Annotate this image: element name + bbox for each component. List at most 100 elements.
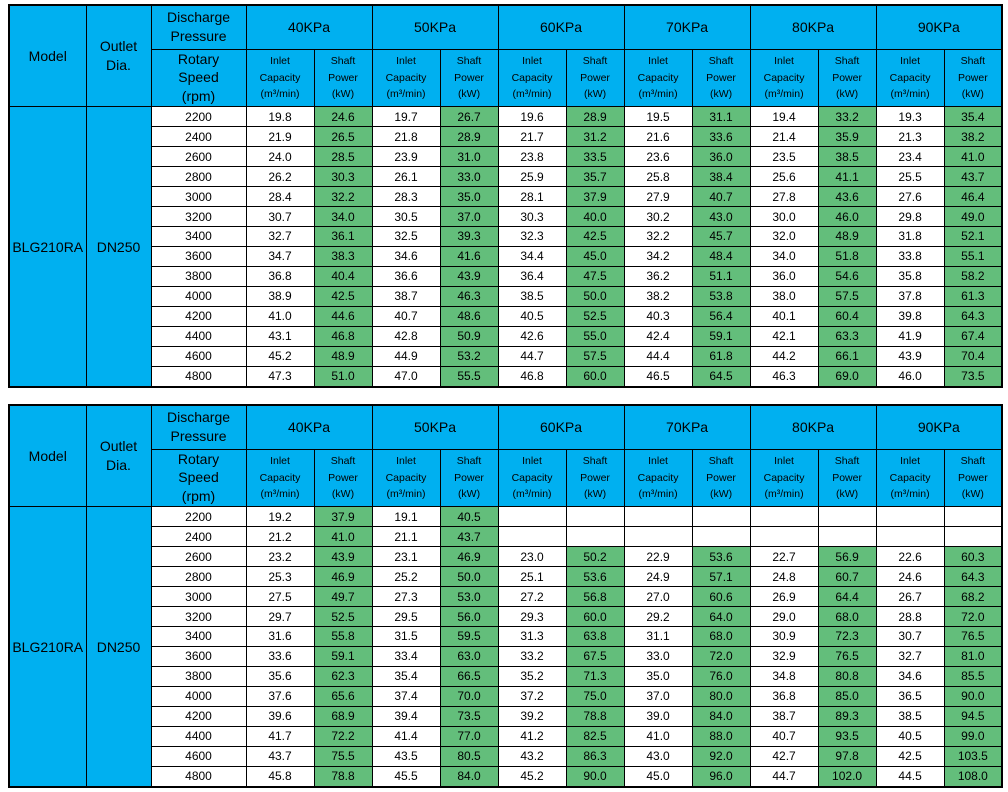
shaft-power-cell: 63.0 — [439, 645, 499, 667]
inlet-capacity-cell: 45.2 — [245, 345, 315, 367]
shaft-power-cell: 61.8 — [691, 345, 751, 367]
shaft-power-cell: 35.9 — [817, 126, 877, 148]
shaft-power-cell: 46.0 — [817, 206, 877, 227]
shaft-power-header: Shaft Power (kW) — [817, 48, 877, 108]
shaft-power-cell: 59.1 — [313, 645, 373, 667]
inlet-capacity-cell: 19.6 — [497, 106, 567, 128]
shaft-power-cell: 72.0 — [943, 606, 1003, 627]
rpm-cell: 3000 — [150, 586, 247, 608]
shaft-power-cell: 63.8 — [565, 625, 625, 647]
inlet-capacity-cell: 31.5 — [371, 625, 441, 647]
rpm-cell: 2600 — [150, 146, 247, 168]
rpm-cell: 3600 — [150, 245, 247, 267]
discharge-pressure-header: Discharge Pressure — [150, 404, 247, 450]
inlet-capacity-cell: 26.1 — [371, 166, 441, 188]
inlet-capacity-cell: 19.4 — [749, 106, 819, 128]
shaft-power-cell: 46.9 — [439, 546, 499, 568]
rpm-cell: 3200 — [150, 206, 247, 227]
inlet-capacity-cell: 27.9 — [623, 186, 693, 208]
inlet-capacity-cell: 23.6 — [623, 146, 693, 168]
shaft-power-header: Shaft Power (kW) — [565, 448, 625, 508]
rpm-cell: 2800 — [150, 166, 247, 188]
inlet-capacity-cell: 24.0 — [245, 146, 315, 168]
inlet-capacity-cell: 38.7 — [371, 285, 441, 307]
model-cell: BLG210RA — [8, 506, 87, 788]
inlet-capacity-cell: 46.8 — [497, 365, 567, 388]
rpm-cell: 3600 — [150, 645, 247, 667]
discharge-pressure-header: Discharge Pressure — [150, 4, 247, 50]
inlet-capacity-cell: 43.1 — [245, 325, 315, 347]
shaft-power-cell: 45.7 — [691, 225, 751, 247]
shaft-power-cell: 53.0 — [439, 586, 499, 608]
outlet-dia-header: Outlet Dia. — [85, 4, 152, 108]
shaft-power-header: Shaft Power (kW) — [313, 448, 373, 508]
inlet-capacity-cell: 25.1 — [497, 566, 567, 588]
inlet-capacity-cell: 29.8 — [875, 206, 945, 227]
inlet-capacity-header: Inlet Capacity (m³/min) — [497, 448, 567, 508]
rpm-cell: 2200 — [150, 106, 247, 128]
shaft-power-cell: 64.3 — [943, 305, 1003, 327]
shaft-power-cell: 97.8 — [817, 745, 877, 767]
inlet-capacity-cell: 42.8 — [371, 325, 441, 347]
shaft-power-header: Shaft Power (kW) — [817, 448, 877, 508]
inlet-capacity-cell: 34.7 — [245, 245, 315, 267]
inlet-capacity-cell: 30.0 — [749, 206, 819, 227]
inlet-capacity-cell: 36.4 — [497, 265, 567, 287]
inlet-capacity-cell: 40.5 — [875, 725, 945, 747]
shaft-power-cell: 38.5 — [817, 146, 877, 168]
inlet-capacity-cell: 36.2 — [623, 265, 693, 287]
inlet-capacity-cell: 41.7 — [245, 725, 315, 747]
shaft-power-cell: 43.9 — [439, 265, 499, 287]
inlet-capacity-cell: 23.2 — [245, 546, 315, 568]
rpm-cell: 3800 — [150, 665, 247, 687]
inlet-capacity-cell: 30.9 — [749, 625, 819, 647]
inlet-capacity-cell: 35.8 — [875, 265, 945, 287]
shaft-power-cell: 67.5 — [565, 645, 625, 667]
inlet-capacity-cell: 19.1 — [371, 506, 441, 528]
shaft-power-cell: 81.0 — [943, 645, 1003, 667]
inlet-capacity-cell: 23.9 — [371, 146, 441, 168]
shaft-power-cell: 56.8 — [565, 586, 625, 608]
inlet-capacity-cell: 28.1 — [497, 186, 567, 208]
shaft-power-cell: 76.0 — [691, 665, 751, 687]
shaft-power-cell: 48.4 — [691, 245, 751, 267]
empty-cell — [623, 526, 693, 548]
inlet-capacity-cell: 39.0 — [623, 705, 693, 727]
shaft-power-cell: 41.0 — [943, 146, 1003, 168]
inlet-capacity-cell: 24.6 — [875, 566, 945, 588]
inlet-capacity-cell: 30.7 — [245, 206, 315, 227]
shaft-power-cell: 53.8 — [691, 285, 751, 307]
shaft-power-cell: 60.4 — [817, 305, 877, 327]
rpm-cell: 4200 — [150, 705, 247, 727]
shaft-power-header: Shaft Power (kW) — [943, 448, 1003, 508]
outlet-dia-cell: DN250 — [85, 506, 152, 788]
empty-cell — [565, 506, 625, 528]
shaft-power-cell: 43.7 — [943, 166, 1003, 188]
shaft-power-cell: 78.8 — [565, 705, 625, 727]
outlet-dia-header: Outlet Dia. — [85, 404, 152, 508]
shaft-power-cell: 60.0 — [565, 606, 625, 627]
shaft-power-cell: 68.0 — [691, 625, 751, 647]
inlet-capacity-cell: 21.4 — [749, 126, 819, 148]
inlet-capacity-header: Inlet Capacity (m³/min) — [497, 48, 567, 108]
shaft-power-cell: 26.7 — [439, 106, 499, 128]
rpm-cell: 4800 — [150, 365, 247, 388]
inlet-capacity-header: Inlet Capacity (m³/min) — [623, 48, 693, 108]
shaft-power-cell: 82.5 — [565, 725, 625, 747]
shaft-power-cell: 40.5 — [439, 506, 499, 528]
inlet-capacity-cell: 47.0 — [371, 365, 441, 388]
inlet-capacity-cell: 31.8 — [875, 225, 945, 247]
shaft-power-cell: 86.3 — [565, 745, 625, 767]
inlet-capacity-cell: 46.0 — [875, 365, 945, 388]
shaft-power-cell: 64.3 — [943, 566, 1003, 588]
shaft-power-cell: 32.2 — [313, 186, 373, 208]
inlet-capacity-cell: 45.0 — [623, 765, 693, 788]
empty-cell — [497, 526, 567, 548]
rpm-cell: 2400 — [150, 126, 247, 148]
pressure-group-header-80kpa: 80KPa — [749, 404, 877, 450]
inlet-capacity-cell: 36.5 — [875, 685, 945, 707]
inlet-capacity-cell: 39.2 — [497, 705, 567, 727]
shaft-power-cell: 53.6 — [691, 546, 751, 568]
shaft-power-cell: 70.4 — [943, 345, 1003, 367]
shaft-power-cell: 33.0 — [439, 166, 499, 188]
